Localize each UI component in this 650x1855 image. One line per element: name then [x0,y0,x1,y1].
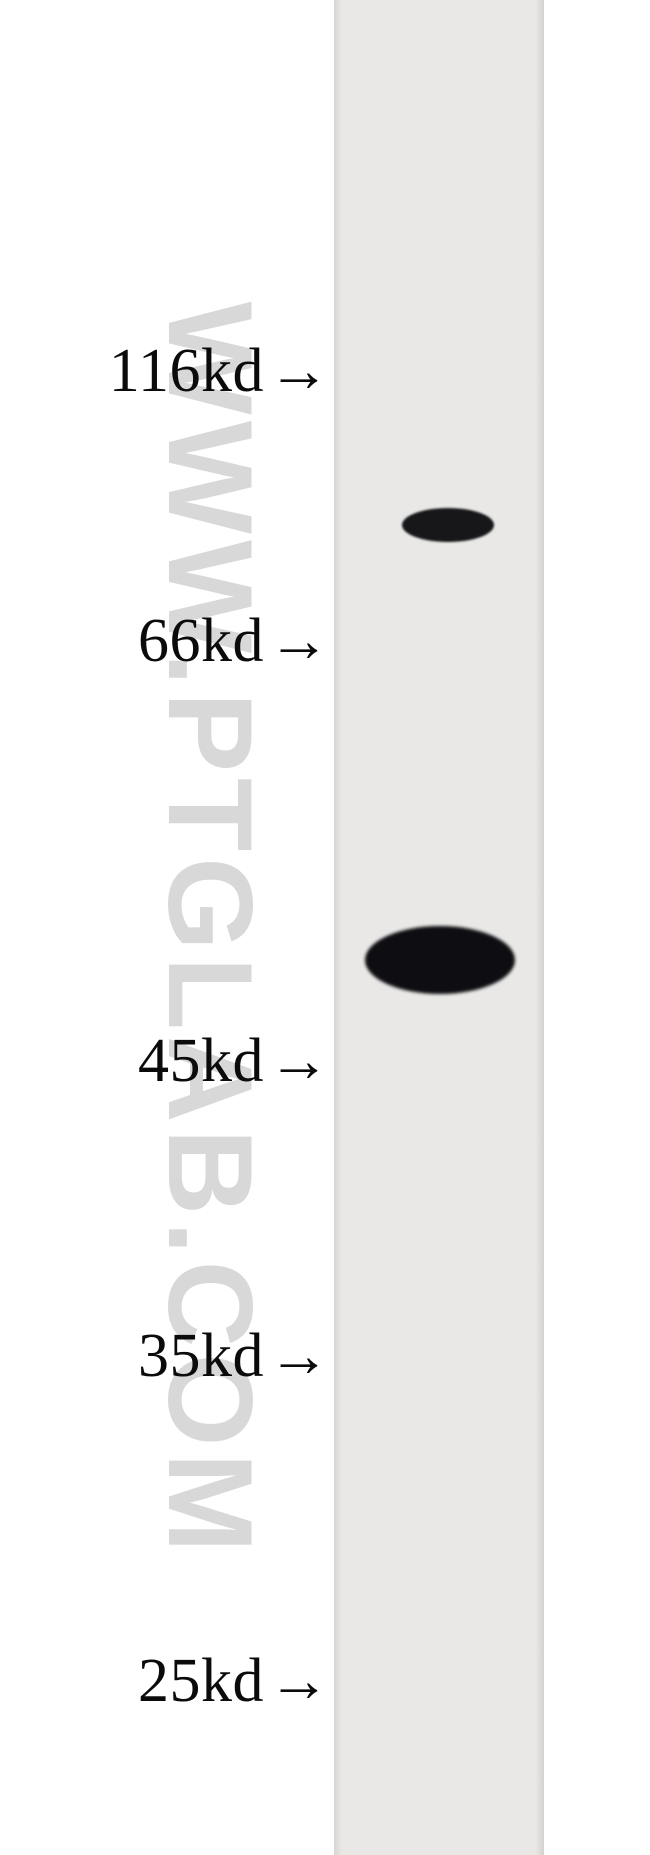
arrow-right-icon: → [268,1321,330,1392]
mw-marker-row: 66kd→ [138,606,330,677]
mw-marker-row: 35kd→ [138,1321,330,1392]
mw-marker-label: 45kd [138,1026,264,1097]
protein-band [402,508,494,542]
mw-marker-row: 45kd→ [138,1026,330,1097]
mw-marker-label: 25kd [138,1646,264,1717]
blot-canvas: WWW.PTGLAB.COM 116kd→66kd→45kd→35kd→25kd… [0,0,650,1855]
arrow-right-icon: → [268,1646,330,1717]
mw-marker-label: 35kd [138,1321,264,1392]
arrow-right-icon: → [268,1026,330,1097]
mw-marker-row: 116kd→ [109,336,330,407]
arrow-right-icon: → [268,336,330,407]
arrow-right-icon: → [268,606,330,677]
mw-marker-label: 116kd [109,336,264,407]
mw-marker-row: 25kd→ [138,1646,330,1717]
protein-band [365,926,515,994]
mw-marker-label: 66kd [138,606,264,677]
